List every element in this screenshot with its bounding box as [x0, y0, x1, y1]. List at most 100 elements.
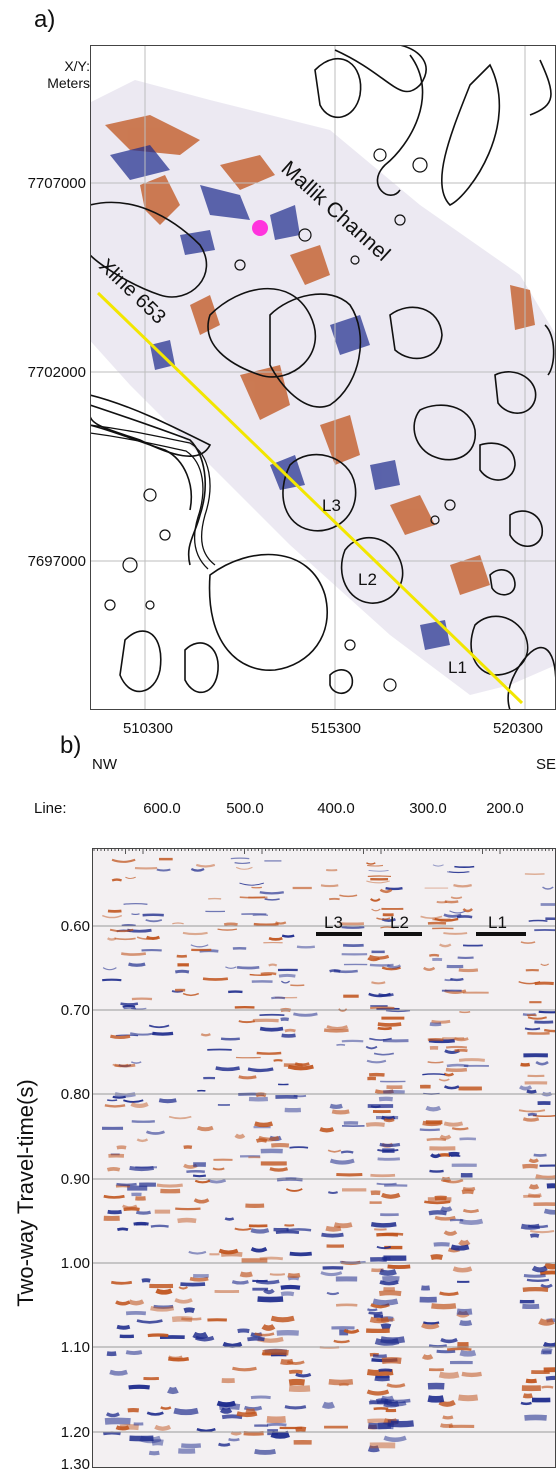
- reflector-red: [420, 915, 443, 920]
- reflector-red: [439, 1153, 451, 1158]
- reflector-blue: [128, 1384, 150, 1390]
- reflector-blue: [385, 1009, 411, 1013]
- reflector-red: [451, 1127, 469, 1131]
- reflector-blue: [329, 1103, 343, 1109]
- reflector-red: [381, 966, 401, 971]
- reflector-red: [450, 896, 463, 900]
- reflector-red: [275, 921, 287, 925]
- reflector-red: [102, 914, 123, 919]
- reflector-blue: [535, 1060, 549, 1066]
- x-tick-label: 520300: [492, 720, 544, 737]
- reflector-red: [370, 1173, 396, 1178]
- seismic-map: Mallik Channel Xline 653 L3 L2 L1: [90, 45, 556, 710]
- reflector-blue: [369, 963, 394, 967]
- reflector-blue: [271, 996, 286, 1000]
- reflector-blue: [114, 1092, 136, 1098]
- reflector-blue: [321, 1401, 336, 1409]
- reflector-red: [238, 1075, 257, 1080]
- reflector-red: [323, 1028, 349, 1033]
- reflector-blue: [425, 1105, 442, 1112]
- reflector-blue: [459, 1319, 473, 1327]
- reflector-red: [530, 1230, 555, 1234]
- reflector-red: [539, 1270, 556, 1276]
- reflector-blue: [123, 1099, 144, 1103]
- reflector-red: [114, 937, 136, 941]
- x-tick-label: 515300: [310, 720, 362, 737]
- reflector-red: [535, 1174, 556, 1181]
- reflector-blue: [250, 1228, 270, 1234]
- reflector-red: [528, 1158, 539, 1163]
- reflector-blue: [141, 1278, 151, 1283]
- reflector-blue: [264, 898, 280, 901]
- reflector-red: [223, 922, 238, 926]
- reflector-red: [331, 1109, 350, 1115]
- reflector-red: [319, 1127, 335, 1133]
- reflector-blue: [376, 1182, 397, 1186]
- reflector-blue: [250, 1247, 268, 1253]
- reflector-red: [423, 966, 436, 971]
- reflector-blue: [379, 1280, 399, 1286]
- reflector-red: [234, 1133, 246, 1139]
- reflector-blue: [368, 992, 392, 998]
- reflector-red: [230, 1431, 242, 1436]
- reflector-red: [114, 1063, 136, 1068]
- reflector-blue: [542, 1341, 556, 1348]
- reflector-blue: [218, 1403, 241, 1410]
- reflector-red: [443, 932, 468, 935]
- reflector-red: [167, 1356, 190, 1362]
- reflector-red: [367, 864, 384, 867]
- reflector-blue: [526, 1278, 550, 1282]
- reflector-red: [461, 1189, 474, 1195]
- reflector-blue: [459, 1218, 484, 1226]
- reflector-red: [171, 1316, 193, 1323]
- reflector-red: [377, 1026, 392, 1031]
- y-tick-label: 7707000: [27, 175, 86, 192]
- reflector-red: [104, 1104, 126, 1108]
- reflector-blue: [116, 1227, 129, 1232]
- reflector-blue: [254, 1448, 276, 1455]
- reflector-red: [196, 1125, 214, 1132]
- reflector-red: [218, 1248, 239, 1255]
- reflector-blue: [112, 1095, 126, 1099]
- reflector-blue: [384, 1398, 411, 1404]
- line-tick-label: 300.0: [409, 800, 447, 817]
- reflector-red: [366, 862, 376, 865]
- reflector-red: [200, 1033, 211, 1037]
- reflector-blue: [340, 1150, 354, 1154]
- reflector-blue: [129, 1032, 156, 1036]
- reflector-red: [273, 1059, 283, 1062]
- reflector-blue: [139, 1435, 162, 1444]
- reflector-blue: [107, 1209, 122, 1215]
- reflector-red: [540, 963, 550, 966]
- lake-L3-label: L3: [322, 496, 341, 515]
- reflector-red: [280, 1358, 294, 1365]
- reflector-blue: [443, 913, 462, 918]
- reflector-red: [193, 1198, 210, 1204]
- reflector-blue: [370, 1105, 381, 1109]
- reflector-red: [424, 1200, 451, 1205]
- reflector-blue: [385, 886, 403, 891]
- reflector-blue: [174, 969, 190, 974]
- reflector-red: [445, 1067, 468, 1073]
- x-tick-label: 510300: [122, 720, 174, 737]
- reflector-blue: [220, 1037, 240, 1041]
- reflector-red: [462, 908, 473, 913]
- reflector-blue: [373, 1052, 394, 1056]
- reflector-red: [543, 1262, 556, 1270]
- reflector-blue: [259, 891, 284, 895]
- reflector-red: [122, 1204, 138, 1209]
- line-tick-label: 400.0: [317, 800, 355, 817]
- reflector-red: [445, 1045, 468, 1049]
- lake-L1-marker: L1: [488, 913, 507, 932]
- reflector-blue: [367, 1308, 378, 1312]
- reflector-red: [371, 908, 381, 912]
- reflector-blue: [196, 1428, 216, 1433]
- reflector-blue: [181, 1443, 202, 1449]
- reflector-blue: [541, 1348, 553, 1355]
- reflector-blue: [367, 1445, 380, 1453]
- reflector-red: [379, 888, 393, 894]
- reflector-blue: [148, 1450, 160, 1456]
- reflector-blue: [543, 1208, 556, 1215]
- line-tick-label: 500.0: [226, 800, 264, 817]
- reflector-red: [106, 937, 117, 941]
